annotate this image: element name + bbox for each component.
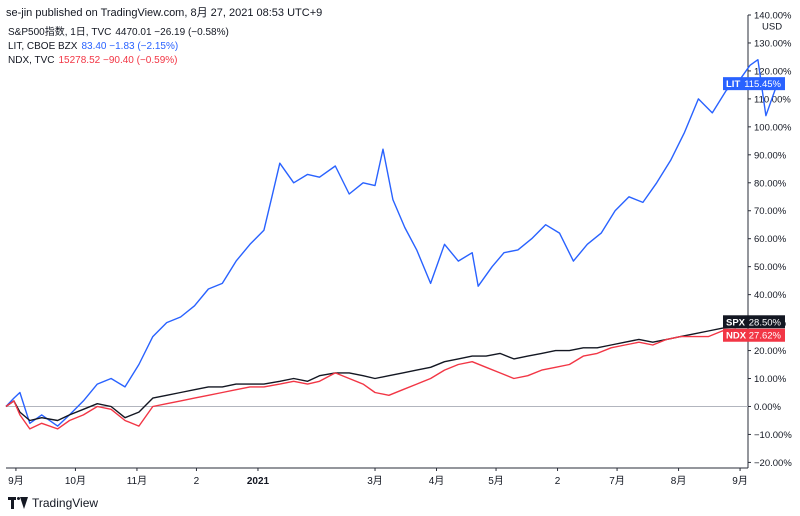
x-tick-label: 3月 [367, 475, 383, 487]
x-tick-label: 2021 [247, 476, 270, 487]
x-tick-label: 8月 [671, 475, 687, 487]
x-tick-label: 4月 [429, 475, 445, 487]
y-tick-label: 10.00% [754, 374, 787, 385]
y-tick-label: −10.00% [754, 430, 792, 441]
y-tick-label: 50.00% [754, 262, 787, 273]
legend-symbol: NDX, TVC [8, 55, 55, 66]
legend-row-lit[interactable]: LIT, CBOE BZX 83.40 −1.83 (−2.15%) [8, 40, 229, 54]
x-tick-label: 7月 [609, 475, 625, 487]
x-tick-label: 5月 [488, 475, 504, 487]
legend-value: 83.40 −1.83 (−2.15%) [81, 41, 179, 52]
legend-symbol: S&P500指数, 1日, TVC [8, 27, 112, 38]
last-value-tag-spx [723, 315, 785, 329]
last-value-symbol: LIT [726, 79, 740, 90]
series-legend: S&P500指数, 1日, TVC 4470.01 −26.19 (−0.58%)… [8, 26, 229, 68]
y-tick-label: 120.00% [754, 66, 792, 77]
y-tick-label: 40.00% [754, 290, 787, 301]
x-tick-label: 9月 [732, 475, 748, 487]
y-tick-label: 140.00% [754, 11, 792, 22]
publisher-info: se-jin published on TradingView.com, 8月 … [6, 7, 323, 19]
footer-brand[interactable]: TradingView [8, 496, 98, 510]
series-line-spx [5, 326, 737, 422]
legend-symbol: LIT, CBOE BZX [8, 41, 78, 52]
last-value-tag-lit [723, 77, 785, 91]
x-tick-label: 2 [194, 476, 200, 487]
y-tick-label: 80.00% [754, 178, 787, 189]
legend-value: 15278.52 −90.40 (−0.59%) [58, 55, 178, 66]
last-value-percent: 27.62% [749, 331, 782, 342]
x-tick-label: 11月 [127, 475, 147, 487]
last-value-symbol: SPX [726, 317, 746, 328]
x-tick-label: 10月 [65, 475, 86, 487]
y-tick-label: 90.00% [754, 150, 787, 161]
legend-row-spx[interactable]: S&P500指数, 1日, TVC 4470.01 −26.19 (−0.58%) [8, 26, 229, 40]
y-tick-label: 110.00% [754, 94, 791, 105]
series-line-lit [5, 59, 782, 427]
last-value-percent: 28.50% [749, 317, 782, 328]
y-tick-label: −20.00% [754, 458, 792, 469]
last-value-symbol: NDX [726, 331, 747, 342]
y-tick-label: 100.00% [754, 122, 792, 133]
tradingview-logo-icon [8, 497, 28, 509]
legend-row-ndx[interactable]: NDX, TVC 15278.52 −90.40 (−0.59%) [8, 54, 229, 68]
last-value-tag-ndx [723, 328, 785, 342]
y-tick-label: 20.00% [754, 346, 787, 357]
x-tick-label: 9月 [8, 475, 24, 487]
brand-name: TradingView [32, 496, 99, 510]
x-tick-label: 2 [555, 476, 561, 487]
last-value-percent: 115.45% [744, 79, 781, 90]
series-line-ndx [5, 328, 737, 430]
y-tick-label: 70.00% [754, 206, 787, 217]
y-tick-label: 60.00% [754, 234, 787, 245]
y-tick-label: 130.00% [754, 38, 792, 49]
y-tick-label: 0.00% [754, 402, 781, 413]
y-axis-unit-label: USD [762, 22, 782, 33]
legend-value: 4470.01 −26.19 (−0.58%) [115, 27, 229, 38]
